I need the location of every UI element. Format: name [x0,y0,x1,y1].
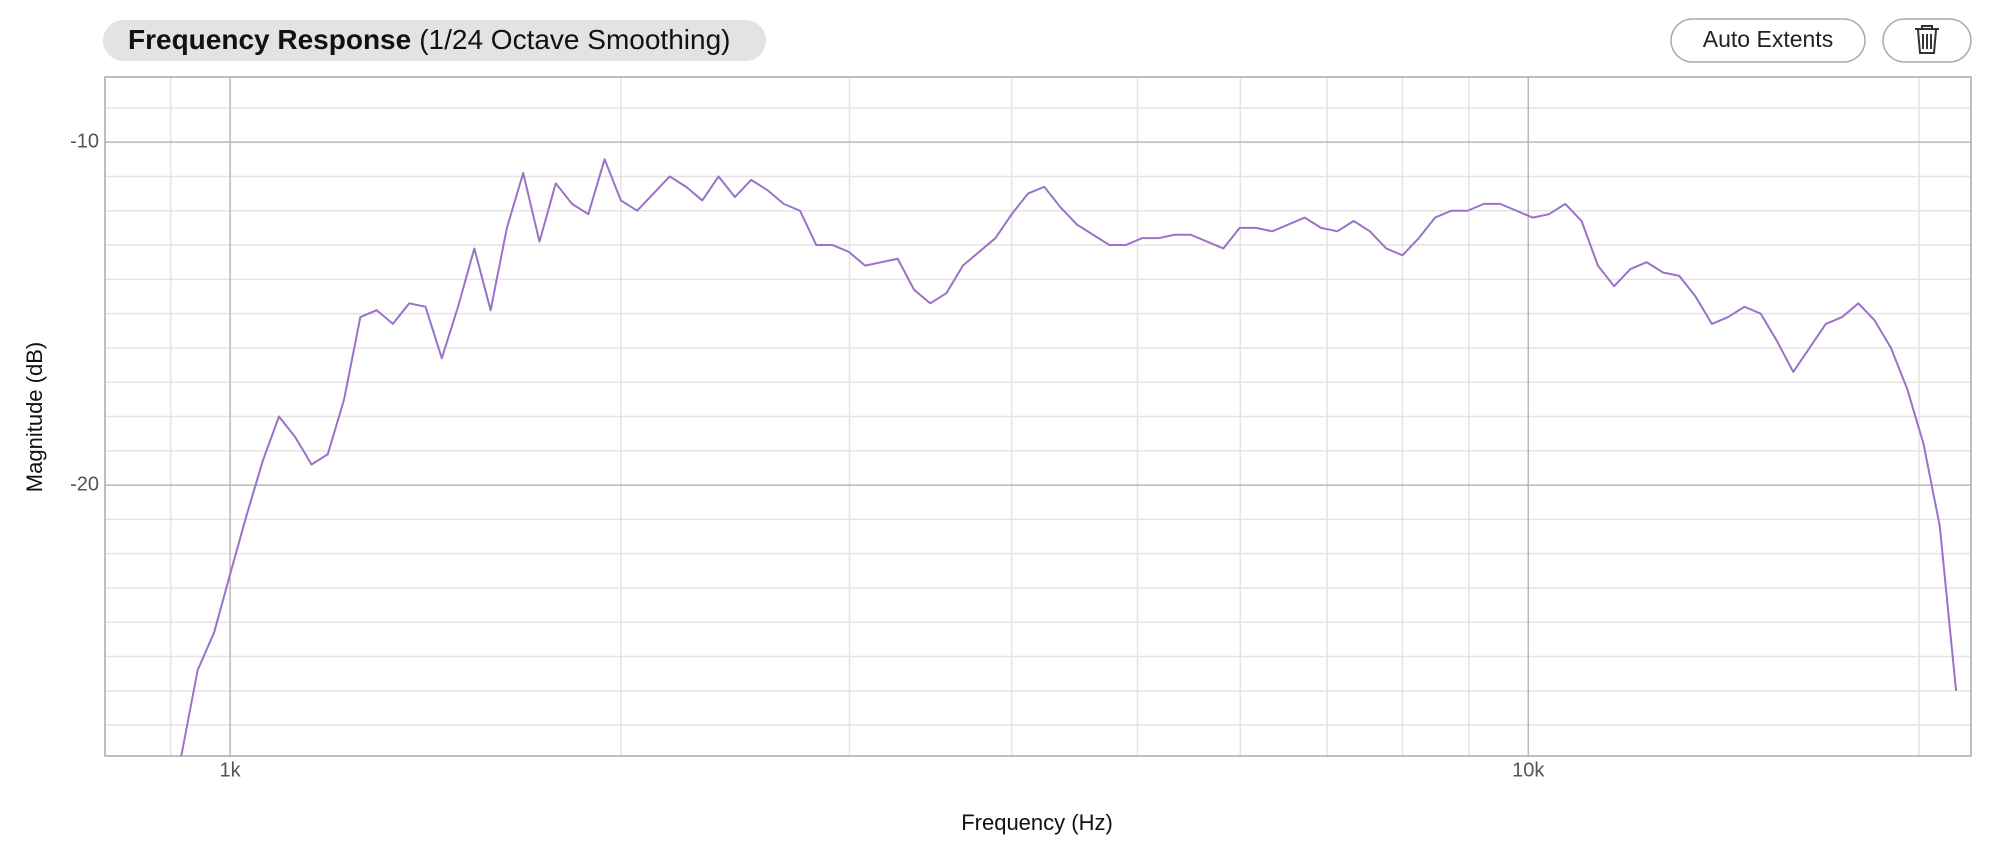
plot-frame [104,76,1972,757]
title-pill [103,20,766,61]
delete-button[interactable] [1882,18,1972,63]
y-tick-label: -10 [70,130,99,152]
x-tick-label: 10k [1512,759,1545,781]
title-main: Frequency Response [128,24,411,55]
x-tick-label: 1k [220,759,242,781]
title-sub: (1/24 Octave Smoothing) [419,24,730,55]
y-tick-label: -20 [70,473,99,495]
trash-icon [1915,25,1939,54]
y-axis-label: Magnitude (dB) [22,342,47,492]
grid [105,77,1971,756]
button-label: Auto Extents [1703,26,1833,52]
x-axis-label: Frequency (Hz) [961,810,1113,835]
response-line [180,158,1958,756]
button-frame [1670,18,1866,63]
auto-extents-button[interactable]: Auto Extents [1670,18,1866,63]
chart-title: Frequency Response (1/24 Octave Smoothing… [128,24,730,55]
